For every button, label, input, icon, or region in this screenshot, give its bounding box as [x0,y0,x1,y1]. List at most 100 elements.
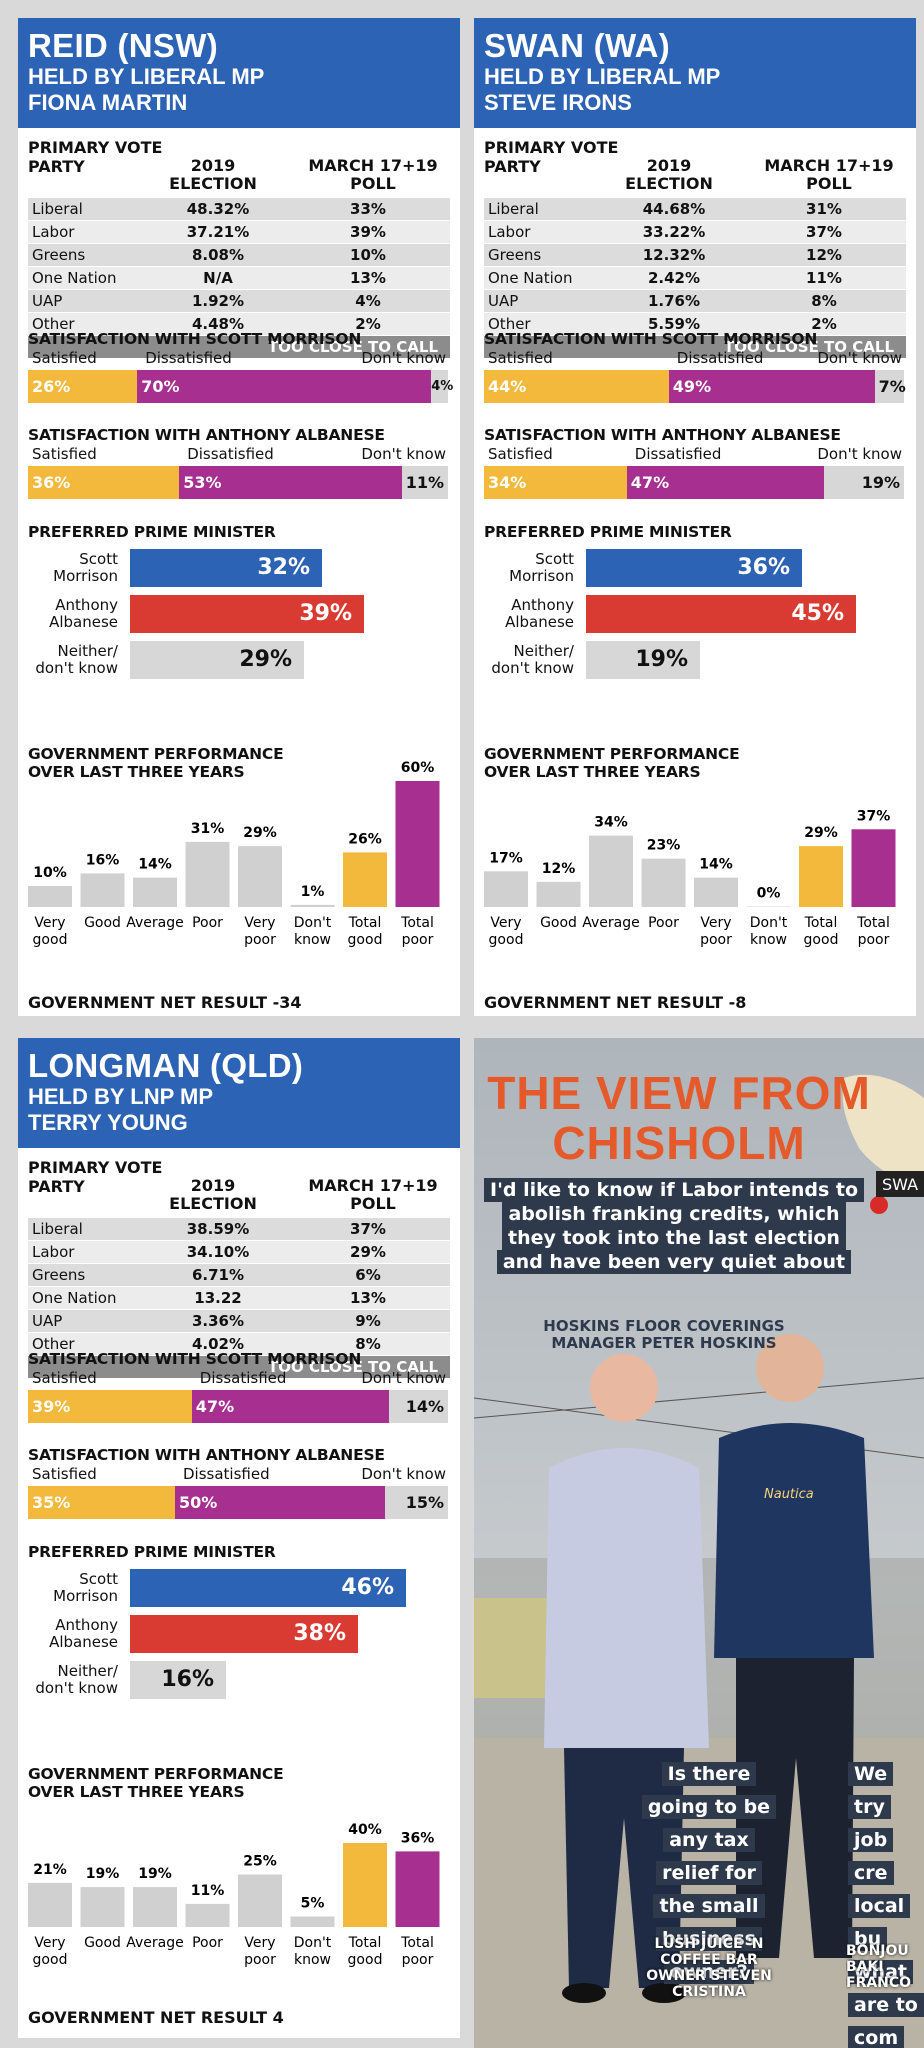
col-header-poll: MARCH 17+19 POLL [308,1177,438,1213]
gov-bar-label: 10% [33,865,67,881]
segment-sat: 35% [28,1486,175,1519]
table-row: Labor 33.22% 37% [484,221,906,243]
gov-bar-label: 12% [542,861,576,877]
ppm-name-albanese: Anthony Albanese [484,597,574,631]
gov-perf-title-line2: OVER LAST THREE YEARS [484,763,701,781]
satisfied-label: Satisfied [488,349,553,367]
table-row: Greens 6.71% 6% [28,1264,450,1286]
gov-performance: GOVERNMENT PERFORMANCE OVER LAST THREE YE… [18,745,460,948]
gov-cat-label: good [348,932,383,948]
vote-2019: 3.36% [191,1312,245,1330]
party-name: Liberal [32,1220,83,1238]
vote-poll: 13% [350,269,386,287]
gov-bar [343,1843,387,1927]
seat-title: LONGMAN (QLD) [28,1047,304,1084]
gov-bar [238,846,282,907]
vote-2019: 44.68% [642,200,706,218]
preferred-pm: PREFERRED PRIME MINISTER Scott Morrison 46%… [18,1543,460,1701]
gov-bar-label: 25% [243,1854,277,1870]
gov-bar [799,846,843,907]
gov-bar-label: 23% [647,838,681,854]
vote-poll: 10% [350,246,386,264]
gov-perf-chart: 21%Verygood19%Good19%Average11%Poor25%Ve… [28,1822,440,1968]
gov-cat-label: Very [34,915,65,931]
dont-know-label: Don't know [361,1465,446,1483]
vote-poll: 12% [806,246,842,264]
gov-cat-label: Don't [750,915,788,931]
gov-perf-chart: 17%Verygood12%Good34%Average23%Poor14%Ve… [484,808,896,948]
vote-2019: 6.71% [191,1266,245,1284]
dont-know-label: Don't know [361,349,446,367]
dissatisfied-label: Dissatisfied [676,349,764,367]
col-header-2019-line2: ELECTION [169,174,257,193]
satisfaction-labels: Satisfied Dissatisfied Don't know [28,348,450,368]
attribution-steven-cristina: LUSH JUICE 'N COFFEE BAR OWNER STEVEN CRIST… [646,1936,772,2000]
gov-bar-label: 31% [191,821,225,837]
gov-bar [185,1903,230,1927]
ppm-name-neither: Neither/don't know [28,1663,118,1697]
gov-bar [395,781,440,907]
col-header-poll-line2: POLL [806,174,852,193]
party-header: PARTY [484,157,541,176]
vote-poll: 2% [355,315,381,333]
chisholm-title-line2: CHISHOLM [552,1117,806,1169]
vote-poll: 8% [811,292,837,310]
seat-header: LONGMAN (QLD) HELD BY LNP MP TERRY YOUNG [18,1038,460,1148]
seat-held-by: HELD BY LIBERAL MP [28,64,265,89]
gov-perf-title-line1: GOVERNMENT PERFORMANCE [28,1765,284,1783]
vote-poll: 37% [806,223,842,241]
dissatisfied-label: Dissatisfied [199,1369,287,1387]
gov-perf-title-line2: OVER LAST THREE YEARS [28,763,245,781]
gov-bar [484,871,528,907]
satisfaction-title: SATISFACTION WITH ANTHONY ALBANESE [28,426,385,444]
satisfied-label: Satisfied [32,1465,97,1483]
table-row: Liberal 38.59% 37% [28,1218,450,1240]
primary-vote-table: PRIMARY VOTE PARTY 2019 ELECTION MARCH 17+19… [474,128,916,358]
gov-perf-title-line1: GOVERNMENT PERFORMANCE [484,745,740,763]
too-close-banner: TOO CLOSE TO CALL [28,336,450,358]
ppm-name-line1: Neither/ [57,1662,118,1680]
vote-2019: 33.22% [642,223,706,241]
segment-dis: 47% [626,466,825,499]
gov-cat-label: Don't [294,1935,332,1951]
vote-2019: 38.59% [186,1220,250,1238]
gov-perf-title: GOVERNMENT PERFORMANCE OVER LAST THREE YE… [28,1765,450,1801]
col-header-poll-line1: MARCH 17+19 [764,156,894,175]
gov-perf-title-line2: OVER LAST THREE YEARS [28,1783,245,1801]
segment-dk: 15% [385,1486,448,1519]
dont-know-label: Don't know [361,445,446,463]
gov-bar-label: 17% [489,850,523,866]
bus [474,1598,554,1698]
table-row: Other 4.48% 2% [28,313,450,335]
vote-poll: 33% [350,200,386,218]
ppm-name-line1: Anthony [55,596,118,614]
gov-cat-label: Very [490,915,521,931]
col-header-2019-line2: ELECTION [169,1194,257,1213]
vote-2019: 34.10% [186,1243,250,1261]
segment-sat: 39% [28,1390,192,1423]
map-label-box [876,1171,924,1197]
dont-know-label: Don't know [817,445,902,463]
gov-cat-label: Total [400,1935,434,1951]
party-name: One Nation [32,1289,117,1307]
gov-cat-label: know [294,1952,331,1968]
gov-bar-label: 16% [86,852,120,868]
dissatisfied-label: Dissatisfied [145,349,232,367]
gov-bar-label: 5% [301,1896,325,1912]
segment-dk: 4% [431,370,453,403]
gov-bar-label: 29% [243,825,277,841]
chisholm-title: THE VIEW FROM CHISHOLM [474,1068,884,1168]
vote-poll: 39% [350,223,386,241]
segment-sat: 44% [484,370,669,403]
party-name: Greens [488,246,542,264]
segment-sat: 36% [28,466,180,499]
col-header-poll-line1: MARCH 17+19 [308,156,438,175]
party-name: Liberal [488,200,539,218]
ppm-name-line2: Albanese [505,613,574,631]
vote-poll: 11% [806,269,842,287]
ppm-name-line1: Neither/ [513,642,574,660]
primary-vote-label: PRIMARY VOTE [28,1158,163,1177]
gov-performance: GOVERNMENT PERFORMANCE OVER LAST THREE YE… [474,745,916,948]
vote-poll: 13% [350,1289,386,1307]
ppm-bar-neither: 16% [130,1661,226,1699]
